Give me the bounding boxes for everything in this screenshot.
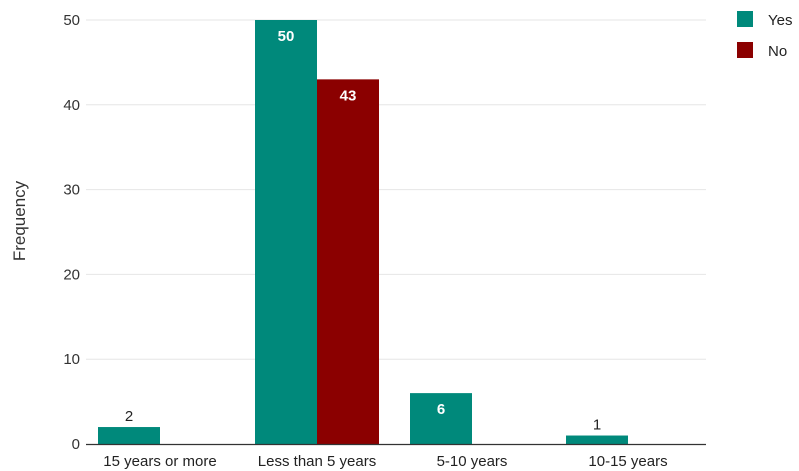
- bar-yes-0: [98, 427, 160, 444]
- bar-no-1: [317, 79, 379, 445]
- y-tick-label: 10: [63, 351, 80, 368]
- bar-yes-1: [255, 20, 317, 444]
- legend-swatch-no: [737, 42, 753, 58]
- data-labels: 2 50 43 6 1: [125, 28, 601, 434]
- y-axis-label: Frequency: [10, 180, 29, 261]
- data-label: 43: [340, 87, 357, 104]
- y-tick-label: 40: [63, 97, 80, 114]
- legend-swatch-yes: [737, 11, 753, 27]
- x-axis: 15 years or more Less than 5 years 5-10 ye…: [86, 443, 706, 470]
- y-axis-ticks: 0 10 20 30 40 50: [63, 12, 80, 453]
- bars: [98, 20, 628, 445]
- gridlines: [86, 19, 706, 360]
- y-tick-label: 50: [63, 12, 80, 29]
- x-tick-label: 15 years or more: [103, 453, 216, 470]
- data-label: 2: [125, 408, 133, 425]
- y-tick-label: 30: [63, 182, 80, 199]
- bar-yes-3: [566, 435, 628, 444]
- x-tick-label: 10-15 years: [588, 453, 667, 470]
- legend-label: Yes: [768, 12, 792, 29]
- y-tick-label: 20: [63, 266, 80, 283]
- bar-yes-2: [410, 393, 472, 444]
- x-tick-label: Less than 5 years: [258, 453, 376, 470]
- data-label: 50: [278, 28, 295, 45]
- data-label: 6: [437, 401, 445, 418]
- y-tick-label: 0: [72, 436, 80, 453]
- legend: Yes No: [737, 11, 792, 60]
- x-tick-label: 5-10 years: [437, 453, 508, 470]
- legend-label: No: [768, 43, 787, 60]
- data-label: 1: [593, 417, 601, 434]
